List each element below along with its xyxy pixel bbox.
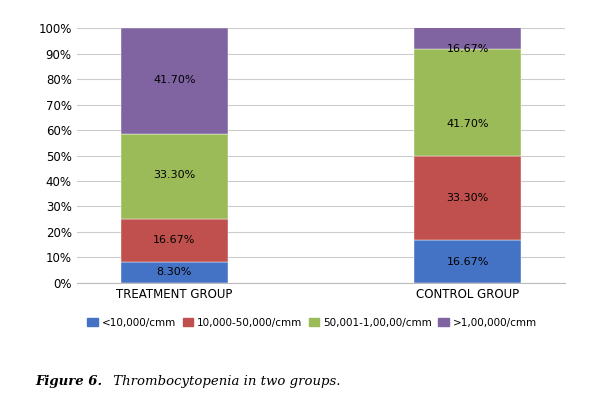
Bar xyxy=(414,156,521,240)
Text: 16.67%: 16.67% xyxy=(446,257,489,267)
Bar xyxy=(121,135,228,219)
Legend: <10,000/cmm, 10,000-50,000/cmm, 50,001-1,00,00/cmm, >1,00,000/cmm: <10,000/cmm, 10,000-50,000/cmm, 50,001-1… xyxy=(85,316,539,330)
Text: 41.70%: 41.70% xyxy=(153,75,196,84)
Bar xyxy=(414,49,521,156)
Bar xyxy=(121,219,228,262)
Bar xyxy=(121,28,228,135)
Bar xyxy=(414,7,521,49)
Text: 41.70%: 41.70% xyxy=(446,119,489,129)
Text: Thrombocytopenia in two groups.: Thrombocytopenia in two groups. xyxy=(109,375,340,388)
Text: 33.30%: 33.30% xyxy=(446,193,489,203)
Text: 8.30%: 8.30% xyxy=(157,267,192,277)
Text: Figure 6.: Figure 6. xyxy=(35,375,102,388)
Bar xyxy=(414,240,521,283)
Text: 16.67%: 16.67% xyxy=(446,44,489,55)
Text: 33.30%: 33.30% xyxy=(153,170,196,180)
Bar xyxy=(121,262,228,283)
Text: 16.67%: 16.67% xyxy=(153,235,196,244)
